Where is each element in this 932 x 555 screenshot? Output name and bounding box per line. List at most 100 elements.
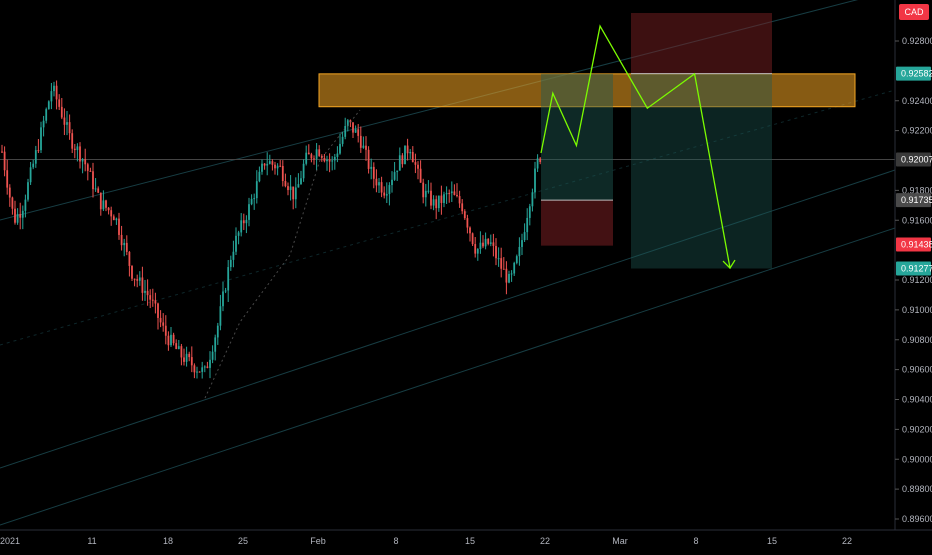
candle-body <box>271 161 274 165</box>
candle-body <box>341 136 344 144</box>
candle-body <box>500 258 503 269</box>
candle-body <box>198 371 201 373</box>
candle-body <box>216 325 219 338</box>
candle-body <box>245 219 248 224</box>
candle-body <box>3 151 6 171</box>
candle-body <box>214 337 217 352</box>
candle-body <box>489 242 492 244</box>
candle-body <box>492 242 495 246</box>
candle-body <box>419 168 422 183</box>
candle-body <box>164 325 167 336</box>
position-target-box[interactable] <box>541 73 613 201</box>
candle-body <box>458 196 461 204</box>
price-tag-label: 0.91277 <box>901 263 932 273</box>
position-stop-box[interactable] <box>541 200 613 246</box>
time-tick-label: 22 <box>842 536 852 546</box>
candle-body <box>534 168 536 193</box>
candle-body <box>248 204 250 220</box>
candle-body <box>326 159 328 162</box>
candle-body <box>297 184 300 188</box>
candle-body <box>250 198 253 205</box>
candle-body <box>281 165 284 182</box>
channel-line <box>0 89 896 346</box>
candle-body <box>417 164 419 169</box>
candle-body <box>378 182 380 186</box>
dotted-trend <box>204 109 361 399</box>
candle-body <box>89 170 92 172</box>
candle-body <box>539 158 542 163</box>
candle-body <box>97 188 100 193</box>
overlay-layer <box>204 13 856 399</box>
candle-body <box>362 145 365 148</box>
position-target-box[interactable] <box>631 73 772 269</box>
candle-body <box>84 159 87 165</box>
candle-body <box>94 188 97 190</box>
candle-body <box>170 334 172 346</box>
candle-body <box>526 217 529 233</box>
candle-body <box>8 187 11 198</box>
candle-body <box>29 167 32 183</box>
candle-body <box>60 106 63 118</box>
candle-body <box>11 197 14 209</box>
candle-body <box>79 146 81 162</box>
candle-body <box>388 185 391 195</box>
price-tag[interactable] <box>896 193 931 208</box>
candle-body <box>144 290 146 293</box>
candle-body <box>16 213 19 223</box>
candle-body <box>461 203 464 212</box>
candle-body <box>86 164 89 171</box>
time-tick-label: 11 <box>87 536 96 546</box>
candle-body <box>474 244 477 254</box>
candle-body <box>175 343 178 349</box>
candle-body <box>354 129 357 133</box>
price-tag[interactable] <box>896 261 931 276</box>
candle-body <box>414 162 417 165</box>
candle-body <box>188 353 191 358</box>
candle-body <box>292 186 295 200</box>
time-tick-label: 8 <box>693 536 698 546</box>
candle-body <box>159 317 162 323</box>
candle-body <box>495 245 497 259</box>
candle-body <box>276 165 279 169</box>
price-tag[interactable] <box>896 237 931 252</box>
candle-body <box>435 199 438 209</box>
price-tick-label: 0.90600 <box>902 365 932 375</box>
price-tick-label: 0.92800 <box>902 36 932 46</box>
time-tick-label: 15 <box>767 536 777 546</box>
candle-body <box>310 154 313 159</box>
candle-body <box>40 127 42 151</box>
candle-body <box>445 193 448 195</box>
candle-body <box>232 251 235 260</box>
position-stop-box[interactable] <box>631 13 772 74</box>
candle-body <box>372 166 375 179</box>
candle-body <box>487 238 490 244</box>
price-tag[interactable] <box>896 66 931 81</box>
candle-body <box>484 238 487 247</box>
candle-body <box>242 220 245 224</box>
candle-body <box>427 190 430 192</box>
candle-body <box>24 199 27 211</box>
price-tag-label: 0.91735 <box>901 195 932 205</box>
time-tick-label: 25 <box>238 536 248 546</box>
candle-body <box>224 290 227 292</box>
candle-body <box>333 156 336 161</box>
price-tick-label: 0.91000 <box>902 305 932 315</box>
candle-body <box>50 91 53 102</box>
price-tag[interactable] <box>896 152 931 167</box>
channel-line <box>0 227 896 526</box>
candle-body <box>76 146 79 151</box>
candle-body <box>339 143 341 154</box>
candle-body <box>253 198 256 200</box>
candle-body <box>471 233 474 245</box>
candle-body <box>167 335 170 346</box>
candle-body <box>307 152 310 155</box>
currency-badge[interactable]: CAD <box>899 4 929 20</box>
candle-body <box>19 213 22 218</box>
candle-body <box>68 122 71 134</box>
candle-body <box>203 366 206 368</box>
candle-body <box>279 165 282 167</box>
candle-body <box>476 249 479 254</box>
candle-body <box>393 172 396 180</box>
